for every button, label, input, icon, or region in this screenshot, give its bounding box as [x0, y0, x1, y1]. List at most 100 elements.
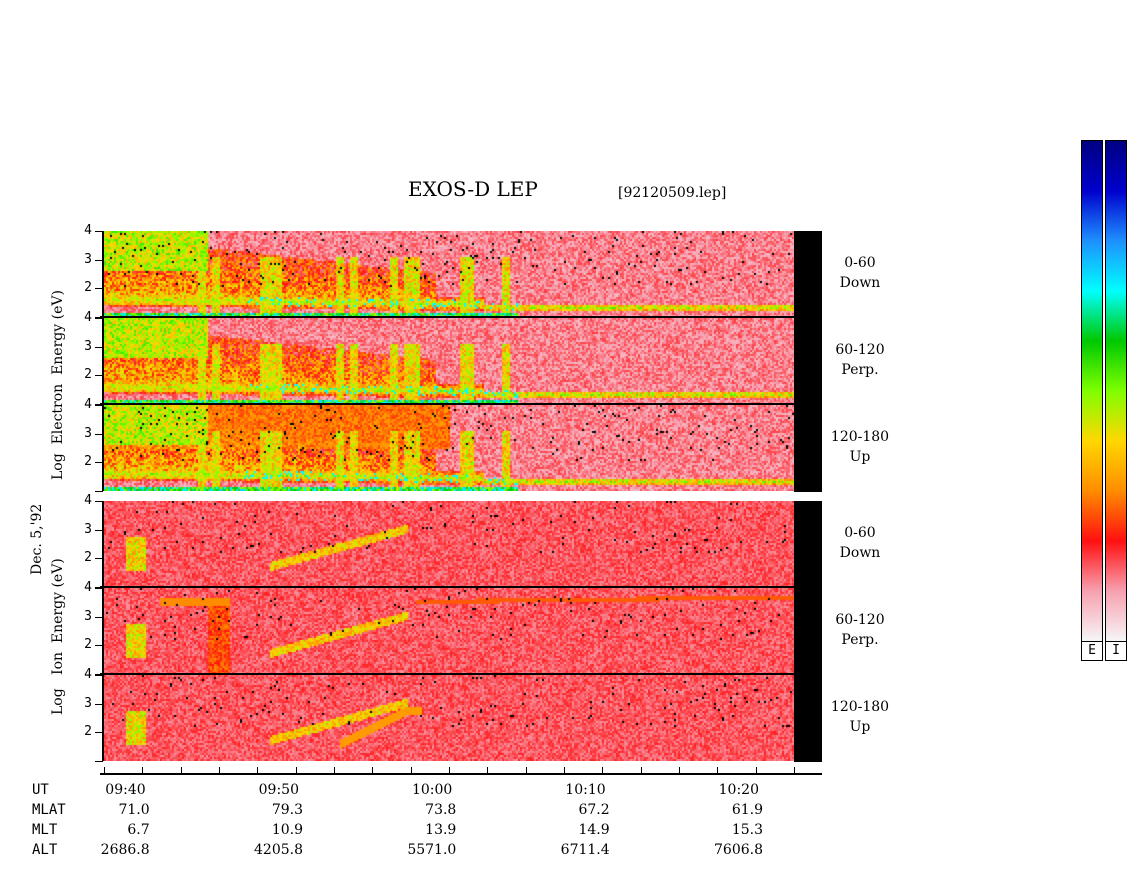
y-tick-mark [95, 501, 103, 502]
y-tick-label: 3 [84, 338, 92, 354]
ion-colorbar-label: I [1105, 641, 1127, 661]
ephemeris-mlt-value: 6.7 [127, 822, 150, 838]
y-tick-mark [95, 288, 103, 290]
electron-spectrogram-up [104, 405, 794, 491]
pitch-angle-label: 60-120 Perp. [826, 610, 894, 650]
data-gap-bar [794, 231, 822, 318]
pitch-angle-direction: Down [839, 275, 881, 291]
x-tick-mark [487, 767, 489, 773]
pitch-angle-range: 0-60 [844, 255, 876, 271]
y-tick-mark [95, 405, 103, 406]
y-tick-label: 3 [84, 695, 92, 711]
y-tick-mark [95, 616, 103, 618]
y-tick-mark [95, 231, 103, 232]
panel-divider [100, 586, 822, 588]
y-tick-label: 4 [84, 310, 92, 325]
ephemeris-alt-value: 6711.4 [560, 842, 610, 858]
x-tick-mark [257, 767, 259, 773]
y-tick-mark [95, 703, 103, 705]
y-tick-mark [95, 587, 103, 588]
pitch-angle-direction: Up [849, 449, 871, 465]
y-tick-mark [95, 318, 103, 319]
ephemeris-mlat-value: 79.3 [271, 802, 303, 818]
x-tick-mark [564, 767, 565, 773]
x-tick-mark [755, 767, 757, 773]
ion-spectrogram-up [104, 675, 794, 761]
data-gap-bar [794, 318, 822, 405]
y-tick-label: 4 [84, 223, 92, 238]
pitch-angle-range: 60-120 [835, 342, 885, 358]
x-tick-mark [334, 767, 335, 773]
ephemeris-mlt-value: 14.9 [578, 822, 610, 838]
ephemeris-mlat-value: 61.9 [731, 802, 763, 818]
x-tick-mark [794, 767, 795, 773]
x-tick-mark [180, 767, 182, 773]
electron-colorbar [1081, 140, 1103, 642]
x-tick-mark [142, 767, 144, 773]
panel-divider [100, 403, 822, 405]
ion-spectrogram-perp [104, 588, 794, 674]
x-tick-mark [602, 767, 604, 773]
ephemeris-alt-value: 4205.8 [254, 842, 303, 858]
data-gap-bar [794, 588, 822, 675]
spectrogram-image [104, 405, 794, 491]
electron-spectrogram-down [104, 231, 794, 317]
file-name: [92120509.lep] [618, 185, 727, 201]
pitch-angle-label: 0-60 Down [826, 523, 894, 563]
y-tick-mark [95, 732, 103, 734]
y-tick-mark [95, 433, 103, 435]
y-tick-label: 4 [84, 580, 92, 595]
y-tick-mark [95, 675, 103, 676]
ephemeris-mlt-value: 13.9 [425, 822, 457, 838]
ephemeris-ut-value: 09:50 [258, 782, 299, 798]
y-tick-mark [95, 558, 103, 560]
ion-spectrogram-down [104, 501, 794, 587]
pitch-angle-direction: Up [849, 719, 871, 735]
spectrogram-image [104, 675, 794, 761]
y-tick-label: 2 [84, 454, 92, 470]
y-tick-label: 3 [84, 608, 92, 624]
y-tick-mark [95, 317, 103, 318]
x-tick-mark [449, 767, 450, 773]
ion-y-axis-label: Log Ion Energy (eV) [50, 558, 66, 715]
x-tick-mark [717, 767, 719, 773]
pitch-angle-direction: Perp. [841, 632, 879, 648]
x-tick-mark [640, 767, 642, 773]
pitch-angle-range: 0-60 [844, 525, 876, 541]
electron-spectrogram-perp [104, 318, 794, 404]
ephemeris-alt-value: 7606.8 [714, 842, 763, 858]
spectrogram-image [104, 588, 794, 674]
y-axis-line [102, 318, 104, 404]
y-tick-label: 2 [84, 550, 92, 566]
x-tick-mark [525, 767, 527, 773]
spectrogram-image [104, 501, 794, 587]
y-axis-line [102, 231, 104, 317]
y-tick-mark [95, 529, 103, 531]
y-tick-label: 3 [84, 425, 92, 441]
data-gap-bar [794, 405, 822, 492]
y-tick-label: 2 [84, 367, 92, 383]
ion-colorbar [1105, 140, 1127, 642]
ephemeris-mlt-value: 10.9 [271, 822, 303, 838]
y-axis-line [102, 501, 104, 587]
y-tick-label: 2 [84, 724, 92, 740]
panel-divider [100, 316, 822, 318]
electron-colorbar-label: E [1081, 641, 1103, 661]
y-tick-label: 3 [84, 251, 92, 267]
pitch-angle-range: 120-180 [830, 429, 890, 445]
y-tick-label: 2 [84, 280, 92, 296]
pitch-angle-label: 120-180 Up [826, 697, 894, 737]
ephemeris-mlat-value: 73.8 [425, 802, 457, 818]
row-header-alt: ALT [32, 842, 58, 858]
x-axis [100, 773, 822, 775]
pitch-angle-label: 120-180 Up [826, 427, 894, 467]
y-tick-mark [95, 375, 103, 377]
y-axis-line [102, 588, 104, 674]
row-header-ut: UT [32, 782, 49, 798]
ephemeris-mlat-value: 67.2 [578, 802, 610, 818]
y-tick-mark [95, 491, 103, 492]
pitch-angle-label: 0-60 Down [826, 253, 894, 293]
ephemeris-ut-value: 09:40 [105, 782, 146, 798]
y-tick-mark [95, 404, 103, 405]
y-axis-line [102, 675, 104, 761]
